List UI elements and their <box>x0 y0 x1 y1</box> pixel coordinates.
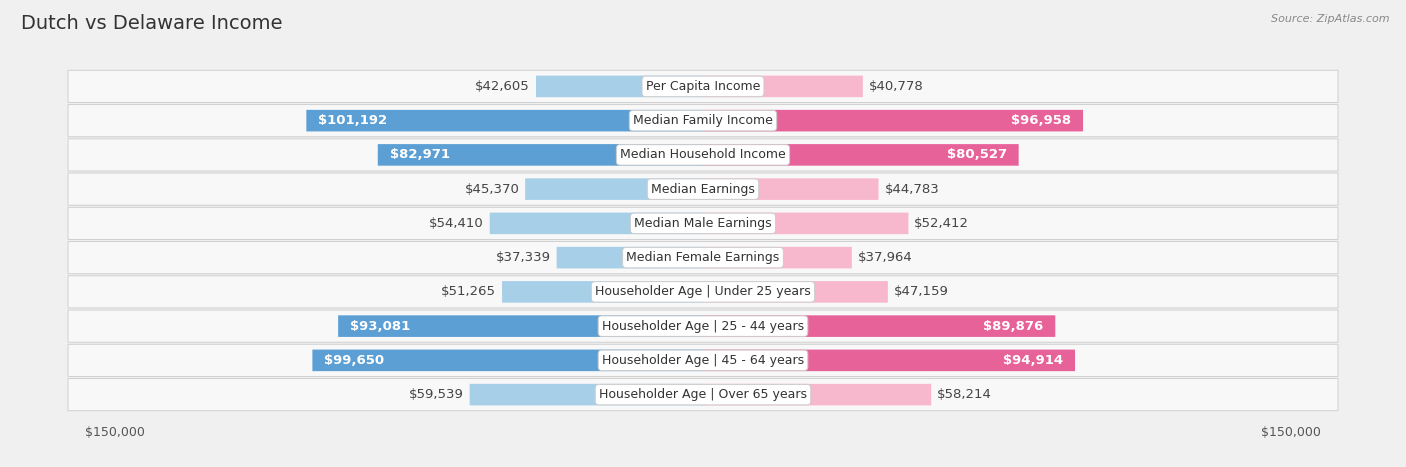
Text: $96,958: $96,958 <box>1011 114 1071 127</box>
FancyBboxPatch shape <box>67 105 1339 137</box>
Text: $52,412: $52,412 <box>914 217 969 230</box>
FancyBboxPatch shape <box>703 247 852 269</box>
FancyBboxPatch shape <box>703 76 863 97</box>
FancyBboxPatch shape <box>378 144 703 166</box>
FancyBboxPatch shape <box>703 144 1018 166</box>
FancyBboxPatch shape <box>67 310 1339 342</box>
FancyBboxPatch shape <box>67 173 1339 205</box>
FancyBboxPatch shape <box>489 212 703 234</box>
Text: $51,265: $51,265 <box>441 285 496 298</box>
Text: Per Capita Income: Per Capita Income <box>645 80 761 93</box>
Text: $45,370: $45,370 <box>464 183 519 196</box>
Text: Householder Age | Over 65 years: Householder Age | Over 65 years <box>599 388 807 401</box>
Text: Dutch vs Delaware Income: Dutch vs Delaware Income <box>21 14 283 33</box>
FancyBboxPatch shape <box>67 139 1339 171</box>
FancyBboxPatch shape <box>703 281 887 303</box>
Text: $94,914: $94,914 <box>1002 354 1063 367</box>
FancyBboxPatch shape <box>536 76 703 97</box>
Text: $44,783: $44,783 <box>884 183 939 196</box>
Text: Median Earnings: Median Earnings <box>651 183 755 196</box>
FancyBboxPatch shape <box>67 207 1339 240</box>
Text: $42,605: $42,605 <box>475 80 530 93</box>
FancyBboxPatch shape <box>703 178 879 200</box>
Text: Median Female Earnings: Median Female Earnings <box>627 251 779 264</box>
Text: Median Household Income: Median Household Income <box>620 149 786 162</box>
FancyBboxPatch shape <box>703 384 931 405</box>
Text: $37,339: $37,339 <box>496 251 551 264</box>
FancyBboxPatch shape <box>312 350 703 371</box>
FancyBboxPatch shape <box>307 110 703 131</box>
FancyBboxPatch shape <box>703 315 1056 337</box>
Text: Source: ZipAtlas.com: Source: ZipAtlas.com <box>1271 14 1389 24</box>
FancyBboxPatch shape <box>470 384 703 405</box>
Text: $101,192: $101,192 <box>318 114 387 127</box>
Text: $54,410: $54,410 <box>429 217 484 230</box>
FancyBboxPatch shape <box>67 344 1339 376</box>
Text: $58,214: $58,214 <box>936 388 993 401</box>
FancyBboxPatch shape <box>703 212 908 234</box>
Text: $82,971: $82,971 <box>389 149 450 162</box>
Text: Median Family Income: Median Family Income <box>633 114 773 127</box>
FancyBboxPatch shape <box>557 247 703 269</box>
Text: $93,081: $93,081 <box>350 319 411 333</box>
Text: Householder Age | 25 - 44 years: Householder Age | 25 - 44 years <box>602 319 804 333</box>
FancyBboxPatch shape <box>502 281 703 303</box>
Text: $40,778: $40,778 <box>869 80 924 93</box>
Text: $80,527: $80,527 <box>946 149 1007 162</box>
Text: $47,159: $47,159 <box>894 285 949 298</box>
FancyBboxPatch shape <box>526 178 703 200</box>
FancyBboxPatch shape <box>67 241 1339 274</box>
Text: $37,964: $37,964 <box>858 251 912 264</box>
Text: $99,650: $99,650 <box>325 354 384 367</box>
Text: Householder Age | 45 - 64 years: Householder Age | 45 - 64 years <box>602 354 804 367</box>
FancyBboxPatch shape <box>339 315 703 337</box>
FancyBboxPatch shape <box>67 379 1339 410</box>
Text: $59,539: $59,539 <box>409 388 464 401</box>
FancyBboxPatch shape <box>67 71 1339 102</box>
Text: $89,876: $89,876 <box>983 319 1043 333</box>
Text: Median Male Earnings: Median Male Earnings <box>634 217 772 230</box>
FancyBboxPatch shape <box>703 110 1083 131</box>
FancyBboxPatch shape <box>67 276 1339 308</box>
Text: Householder Age | Under 25 years: Householder Age | Under 25 years <box>595 285 811 298</box>
FancyBboxPatch shape <box>703 350 1076 371</box>
